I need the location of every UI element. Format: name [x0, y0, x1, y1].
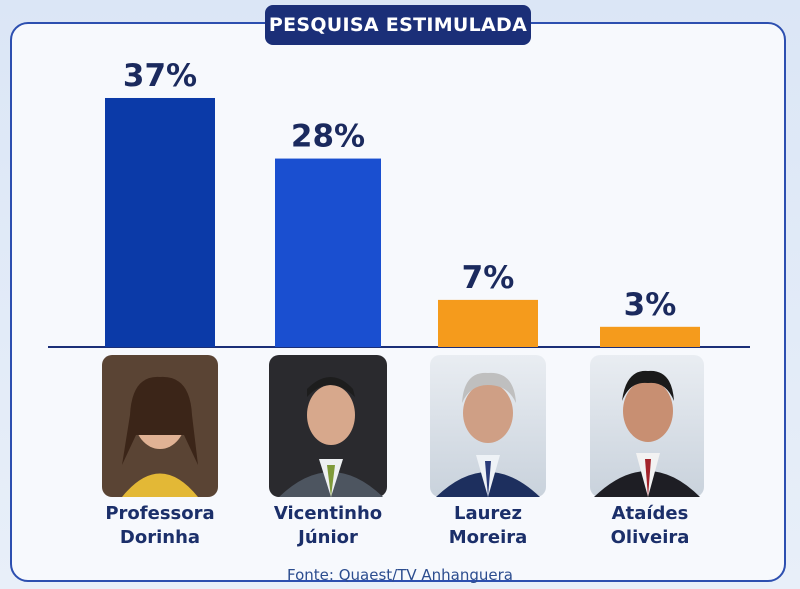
bar — [438, 299, 538, 347]
chart-title: PESQUISA ESTIMULADA — [265, 5, 531, 45]
category-label: Professora Dorinha — [105, 503, 215, 548]
source-note: Fonte: Quaest/TV Anhanguera — [287, 566, 513, 584]
value-label: 37% — [123, 58, 197, 94]
photos — [102, 355, 704, 497]
value-label: 3% — [624, 287, 677, 323]
photo — [590, 355, 704, 497]
photo — [269, 355, 387, 497]
category-label: Laurez Moreira — [448, 503, 528, 548]
photo — [430, 355, 546, 497]
category-label: Ataídes Oliveira — [610, 503, 690, 548]
value-label: 28% — [291, 119, 365, 155]
category-label: Vicentinho Júnior — [273, 503, 383, 548]
photo — [102, 355, 218, 497]
bar — [275, 158, 381, 347]
value-label: 7% — [462, 260, 515, 296]
bar — [105, 97, 215, 348]
bar — [600, 326, 700, 347]
